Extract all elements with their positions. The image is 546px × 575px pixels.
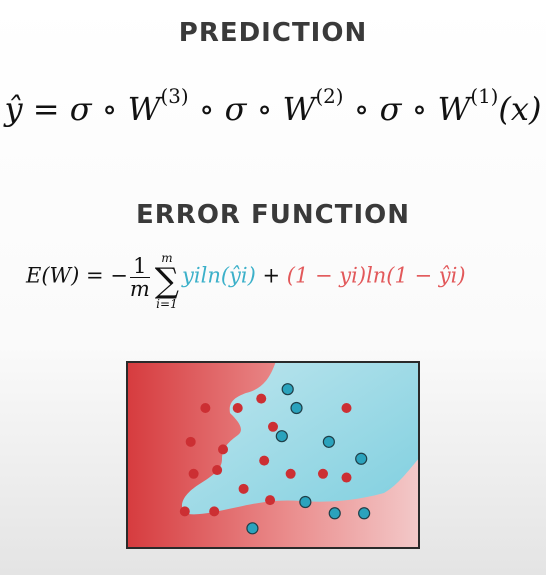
- summation: m ∑ i=1: [155, 252, 179, 310]
- input-x: (x): [498, 90, 542, 128]
- red-point: [200, 403, 211, 413]
- sum-lower-limit: i=1: [156, 297, 178, 311]
- sum-symbol: ∑: [154, 261, 180, 301]
- red-point: [268, 421, 278, 432]
- red-point: [341, 403, 352, 413]
- blue-point: [281, 383, 294, 396]
- classification-plot: [126, 361, 420, 549]
- blue-point: [246, 522, 259, 535]
- weight-2: W(2): [282, 87, 344, 128]
- w2-letter: W: [282, 90, 316, 128]
- prediction-heading: PREDICTION: [178, 18, 368, 48]
- plot-border: [126, 361, 420, 549]
- plot-points: [179, 383, 371, 535]
- plus-sign: +: [255, 263, 287, 288]
- w1-letter: W: [437, 90, 471, 128]
- red-point: [256, 393, 267, 404]
- red-point: [259, 455, 270, 466]
- sigma-2: σ: [224, 90, 247, 128]
- sum-upper-limit: m: [161, 251, 173, 265]
- negative-term: (1 − yi)ln(1 − ŷi): [286, 263, 466, 288]
- compose-4: ∘: [353, 90, 370, 128]
- w1-superscript: (1): [470, 85, 499, 109]
- red-point: [218, 444, 229, 455]
- red-point: [317, 468, 328, 479]
- red-point: [238, 483, 249, 494]
- weight-3: W(3): [127, 87, 189, 128]
- blue-point: [328, 507, 341, 520]
- compose-5: ∘: [411, 90, 428, 128]
- prediction-formula: ŷ = σ ∘ W(3) ∘ σ ∘ W(2) ∘ σ ∘ W(1)(x): [0, 87, 546, 128]
- blue-region: [181, 361, 420, 515]
- w2-superscript: (2): [315, 85, 344, 109]
- blue-point: [358, 507, 371, 520]
- blue-point: [290, 401, 303, 415]
- y-hat: ŷ: [4, 90, 23, 128]
- fraction-numerator: 1: [129, 255, 150, 278]
- error-function-heading: ERROR FUNCTION: [136, 200, 410, 230]
- red-point: [212, 465, 223, 476]
- blue-point: [299, 495, 312, 509]
- fraction-denominator: m: [129, 276, 150, 301]
- error-lhs: E(W) = −: [26, 263, 128, 288]
- red-point: [341, 472, 352, 483]
- blue-point: [355, 452, 368, 465]
- blue-point: [275, 430, 288, 443]
- red-point: [285, 468, 296, 479]
- error-formula: E(W) = −1 m m ∑ i=1 yiln(ŷi) + (1 − yi)ln(1 −…: [26, 248, 466, 328]
- compose-3: ∘: [256, 90, 273, 128]
- w3-superscript: (3): [160, 85, 189, 109]
- positive-term: yiln(ŷi): [182, 263, 256, 288]
- compose-2: ∘: [198, 90, 215, 128]
- weight-1: W(1): [437, 87, 498, 128]
- sigma-3: σ: [379, 90, 402, 128]
- red-point: [179, 506, 190, 517]
- compose-1: ∘: [101, 90, 118, 128]
- w3-letter: W: [127, 90, 161, 128]
- blue-point: [322, 435, 335, 448]
- red-point: [209, 506, 220, 517]
- red-point: [188, 468, 199, 479]
- sigma-1: σ: [69, 90, 92, 128]
- red-point: [265, 495, 276, 506]
- red-point: [232, 403, 243, 413]
- red-point: [185, 436, 196, 447]
- equals-sign: =: [32, 90, 60, 128]
